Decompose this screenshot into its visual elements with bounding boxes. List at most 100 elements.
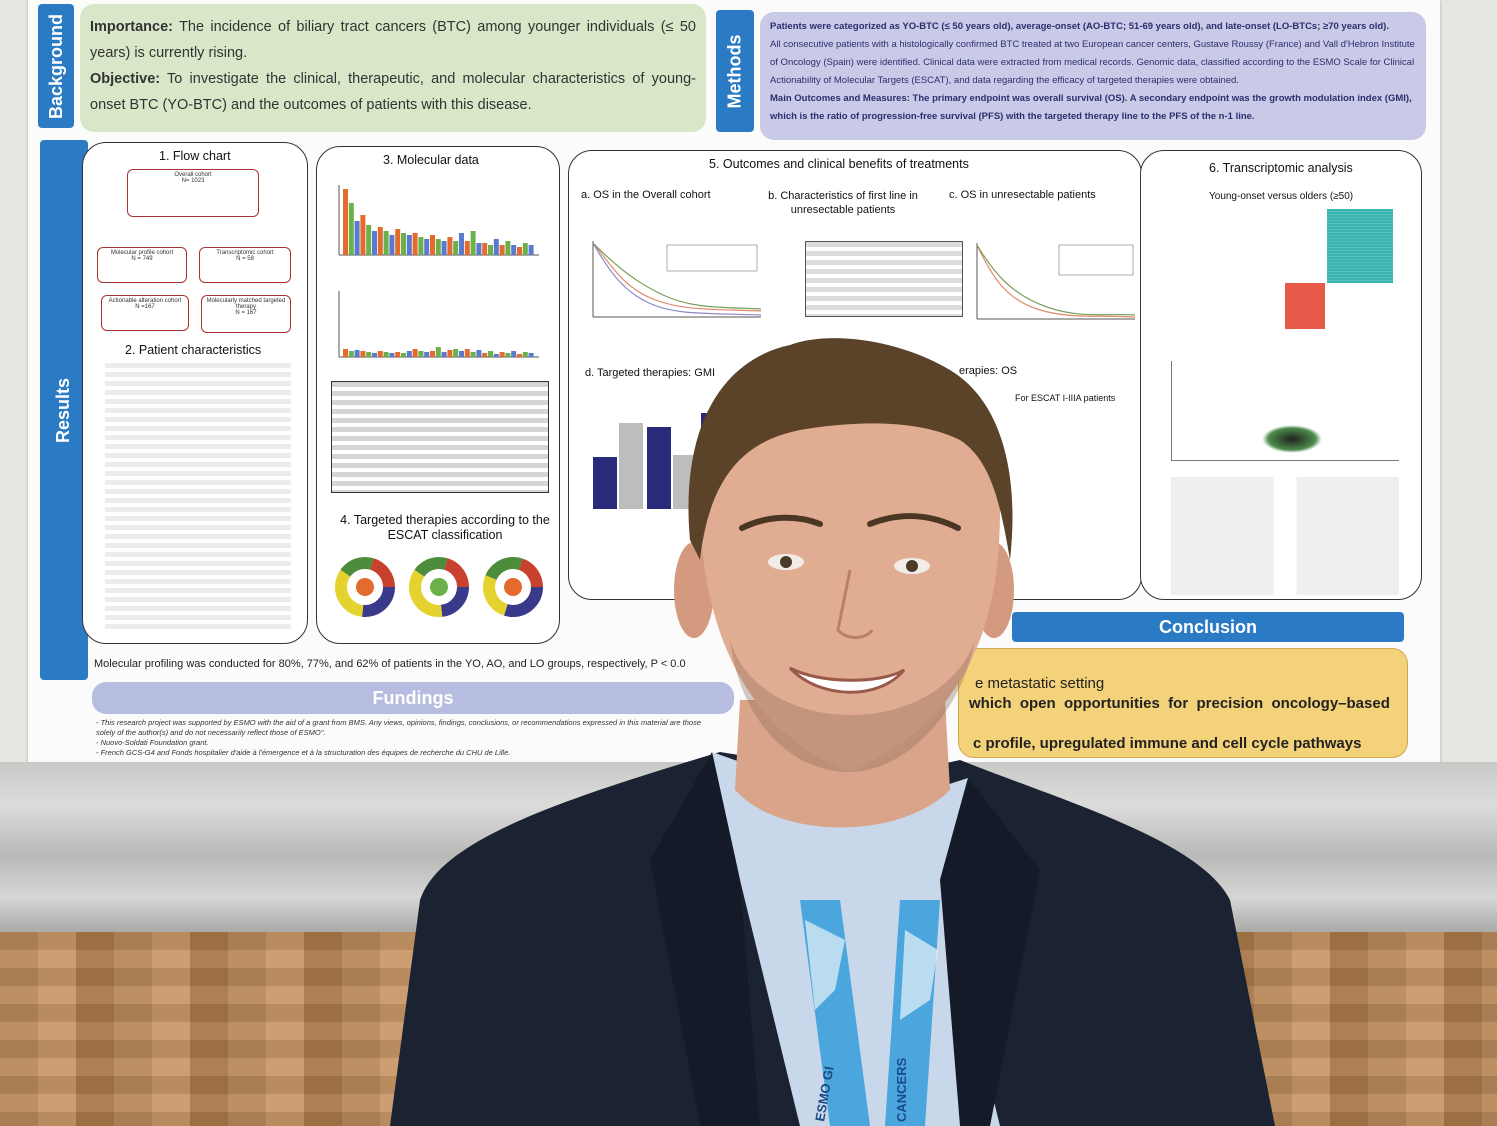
importance-text: The incidence of biliary tract cancers (… — [90, 19, 696, 61]
molecular-data-title: 3. Molecular data — [383, 153, 479, 167]
escat-table — [331, 381, 549, 493]
molecular-bar-chart-top — [338, 185, 539, 256]
molecular-bar — [447, 237, 453, 255]
molecular-bar — [389, 353, 395, 357]
conclusion-section-tab: Conclusion — [1012, 612, 1404, 642]
molecular-bar — [488, 245, 493, 255]
molecular-bar — [517, 354, 522, 357]
os-unresectable-km-curve — [976, 243, 1136, 320]
face — [700, 360, 1000, 772]
molecular-bar-chart-bottom — [338, 291, 539, 358]
molecular-bar — [412, 233, 418, 255]
first-line-table — [805, 241, 963, 317]
molecular-bar — [418, 237, 424, 255]
escat-donut-charts — [335, 557, 543, 617]
outcomes-title: 5. Outcomes and clinical benefits of tre… — [709, 157, 969, 171]
molecular-bar — [383, 231, 389, 255]
conclusion-line-2: which open opportunities for precision o… — [969, 695, 1390, 712]
results-section-tab: Results — [40, 140, 88, 680]
molecular-data-panel: 3. Molecular data 4. Targeted therapies … — [316, 146, 560, 644]
flow-actionable-box: Actionable alteration cohort N =167 — [101, 295, 189, 331]
molecular-bar — [435, 347, 441, 357]
molecular-bar — [464, 241, 470, 255]
flow-matched-label: Molecularly matched targeted therapy — [206, 298, 286, 310]
os-partial-title: erapies: OS — [959, 365, 1018, 377]
molecular-bar — [482, 353, 488, 357]
molecular-bar — [372, 353, 377, 357]
flow-matched-box: Molecularly matched targeted therapy N =… — [201, 295, 291, 333]
smile — [788, 666, 906, 694]
flow-transcriptomic-box: Transcriptomic cohort N = 58 — [199, 247, 291, 283]
fundings-tab-label: Fundings — [372, 687, 454, 708]
molecular-bar — [441, 241, 447, 255]
molecular-bar — [528, 245, 534, 255]
molecular-bar — [360, 215, 366, 255]
fundings-line-4: - French GCS-G4 and Fonds hospitalier d'… — [96, 748, 511, 757]
molecular-bar — [348, 203, 354, 255]
fundings-section-tab: Fundings — [92, 682, 734, 714]
fundings-line-2: solely of the author(s) and do not neces… — [96, 728, 326, 737]
patient-characteristics-table — [105, 363, 291, 633]
background-section-tab: Background — [38, 4, 74, 128]
flow-matched-n: N = 167 — [235, 310, 257, 316]
molecular-bar — [430, 351, 435, 357]
hair — [688, 338, 1013, 560]
methods-line-1: Patients were categorized as YO-BTC (≤ 5… — [770, 21, 1389, 32]
molecular-bar — [406, 235, 412, 255]
escat-patients-title: For ESCAT I-IIIA patients — [1015, 393, 1116, 403]
conclusion-line-3: c profile, upregulated immune and cell c… — [973, 735, 1362, 752]
molecular-bar — [522, 352, 528, 357]
molecular-bar — [482, 243, 488, 255]
molecular-bar — [511, 245, 517, 255]
molecular-bar — [401, 353, 406, 357]
flow-molecular-label: Molecular profile cohort — [110, 250, 174, 256]
flow-transcriptomic-label: Transcriptomic cohort — [216, 250, 274, 256]
objective-text: To investigate the clinical, therapeutic… — [90, 71, 696, 113]
molecular-bar — [354, 350, 360, 357]
young-vs-older-title: Young-onset versus olders (≥50) — [1209, 191, 1354, 202]
molecular-bar — [470, 231, 476, 255]
importance-label: Importance: — [90, 19, 173, 35]
molecular-bar — [453, 241, 459, 255]
molecular-bar — [517, 247, 522, 255]
flow-chart-panel: 1. Flow chart Overall cohort N= 1023 Mol… — [82, 142, 308, 644]
molecular-bar — [424, 352, 430, 357]
flow-overall-box: Overall cohort N= 1023 — [127, 169, 259, 217]
molecular-bar — [493, 239, 499, 255]
flow-actionable-label: Actionable alteration cohort — [108, 298, 182, 304]
molecular-bar — [459, 351, 464, 357]
molecular-bar — [441, 352, 447, 357]
molecular-bar — [511, 351, 517, 357]
molecular-bar — [406, 351, 412, 357]
flow-overall-label: Overall cohort — [174, 172, 212, 178]
molecular-bar — [383, 352, 389, 357]
molecular-bar — [412, 349, 418, 357]
outcomes-panel: 5. Outcomes and clinical benefits of tre… — [568, 150, 1142, 600]
patient-characteristics-title: 2. Patient characteristics — [125, 343, 262, 357]
flow-actionable-n: N =167 — [135, 304, 155, 310]
molecular-bar — [354, 221, 360, 255]
fundings-line-3: - Nuovo-Soldati Foundation grant. — [96, 738, 209, 747]
molecular-bar — [343, 349, 348, 357]
flow-molecular-n: N = 749 — [131, 256, 153, 262]
molecular-bar — [435, 239, 441, 255]
methods-section-tab: Methods — [716, 10, 754, 132]
molecular-bar — [476, 243, 482, 255]
methods-box: Patients were categorized as YO-BTC (≤ 5… — [760, 12, 1426, 140]
methods-line-3: Main Outcomes and Measures: The primary … — [770, 93, 1412, 122]
molecular-bar — [395, 352, 401, 357]
os-overall-km-curve — [592, 241, 762, 318]
os-unresectable-title: c. OS in unresectable patients — [949, 189, 1096, 201]
flow-transcriptomic-n: N = 58 — [236, 256, 254, 262]
molecular-bar — [470, 352, 476, 357]
molecular-bar — [464, 349, 470, 357]
transcriptomic-down-bars — [1285, 283, 1325, 329]
fundings-line-1: - This research project was supported by… — [96, 718, 701, 727]
molecular-bar — [418, 351, 424, 357]
volcano-plot — [1171, 361, 1399, 461]
molecular-bar — [459, 233, 464, 255]
objective-label: Objective: — [90, 71, 161, 87]
molecular-bar — [493, 354, 499, 357]
molecular-bar — [488, 351, 493, 357]
flow-molecular-box: Molecular profile cohort N = 749 — [97, 247, 187, 283]
